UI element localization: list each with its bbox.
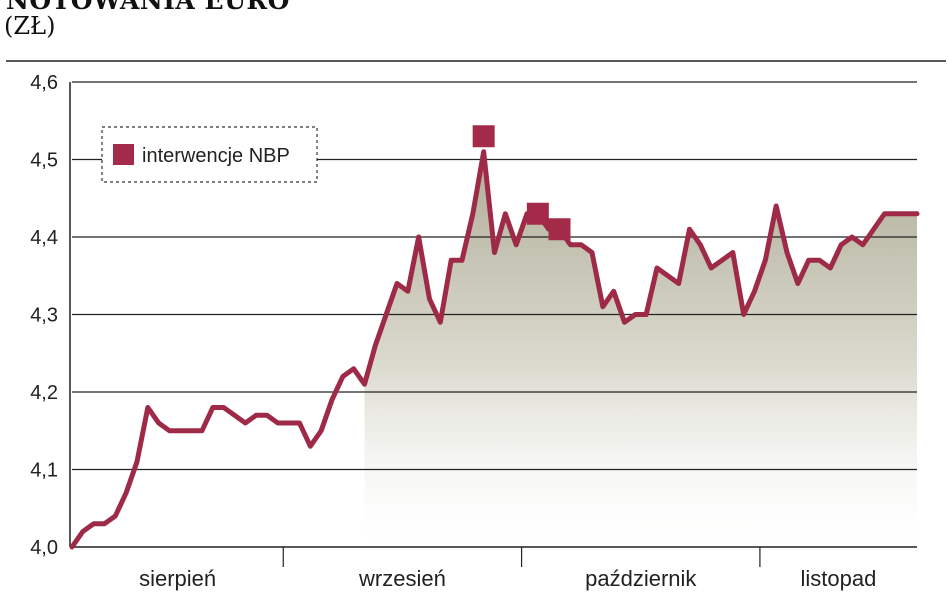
y-tick-label: 4,4 xyxy=(30,227,58,249)
chart-title: NOTOWANIA EURO xyxy=(6,0,290,15)
y-tick-label: 4,1 xyxy=(30,460,58,482)
y-tick-label: 4,6 xyxy=(30,72,58,94)
x-month-label: wrzesień xyxy=(358,566,446,591)
area-fill xyxy=(364,151,917,547)
series-line xyxy=(69,149,920,550)
x-month-label: sierpień xyxy=(139,566,216,591)
chart-unit: (ZŁ) xyxy=(4,12,56,40)
legend-label: interwencje NBP xyxy=(142,145,290,167)
intervention-marker xyxy=(548,218,571,241)
intervention-marker xyxy=(472,125,495,148)
y-tick-label: 4,2 xyxy=(30,382,58,404)
y-tick-label: 4,3 xyxy=(30,305,58,327)
legend-marker-icon xyxy=(113,144,134,165)
intervention-marker xyxy=(526,202,549,225)
legend-box xyxy=(101,126,318,183)
y-tick-label: 4,5 xyxy=(30,150,58,172)
x-month-label: październik xyxy=(585,566,697,591)
x-month-label: listopad xyxy=(801,566,877,591)
legend: interwencje NBP xyxy=(101,126,318,183)
y-tick-label: 4,0 xyxy=(30,537,58,559)
